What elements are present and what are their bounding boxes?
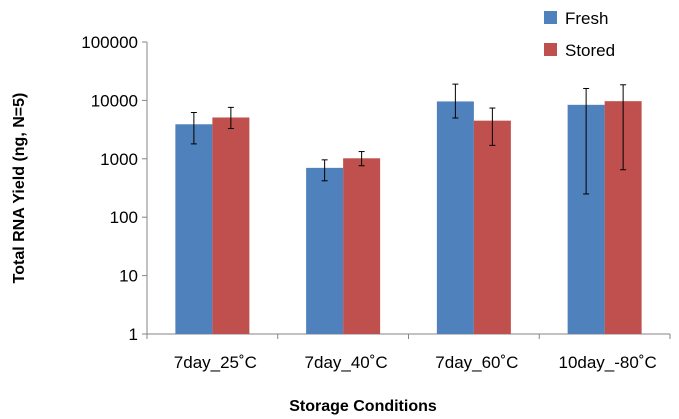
legend: Fresh Stored — [544, 9, 615, 60]
legend-label-stored: Stored — [565, 41, 615, 60]
x-tick-label: 7day_25˚C — [174, 353, 257, 372]
y-axis-title: Total RNA Yield (ng, N=5) — [11, 93, 28, 284]
x-tick-label: 10day_-80˚C — [558, 353, 656, 372]
bar-stored — [343, 158, 381, 334]
bar-stored — [212, 117, 250, 334]
bar-fresh — [175, 124, 213, 334]
y-tick-label: 10 — [119, 267, 138, 286]
legend-swatch-stored — [544, 43, 557, 56]
bar-stored — [473, 120, 511, 334]
x-axis-ticks: 7day_25˚C 7day_40˚C 7day_60˚C 10day_-80˚C — [146, 334, 671, 372]
legend-swatch-fresh — [544, 11, 557, 24]
y-tick-label: 100000 — [81, 33, 138, 52]
legend-label-fresh: Fresh — [565, 9, 608, 28]
y-tick-label: 1 — [129, 325, 138, 344]
y-tick-label: 1000 — [100, 150, 138, 169]
bar-fresh — [436, 101, 474, 334]
bars-group — [175, 101, 642, 335]
y-axis-ticks: 1 10 100 1000 10000 100000 — [81, 33, 147, 344]
x-tick-label: 7day_60˚C — [435, 353, 518, 372]
error-bars-group — [190, 83, 627, 195]
y-tick-label: 100 — [110, 208, 138, 227]
bar-fresh — [306, 167, 344, 334]
y-tick-label: 10000 — [91, 91, 138, 110]
x-axis-title: Storage Conditions — [289, 398, 437, 415]
x-tick-label: 7day_40˚C — [305, 353, 388, 372]
